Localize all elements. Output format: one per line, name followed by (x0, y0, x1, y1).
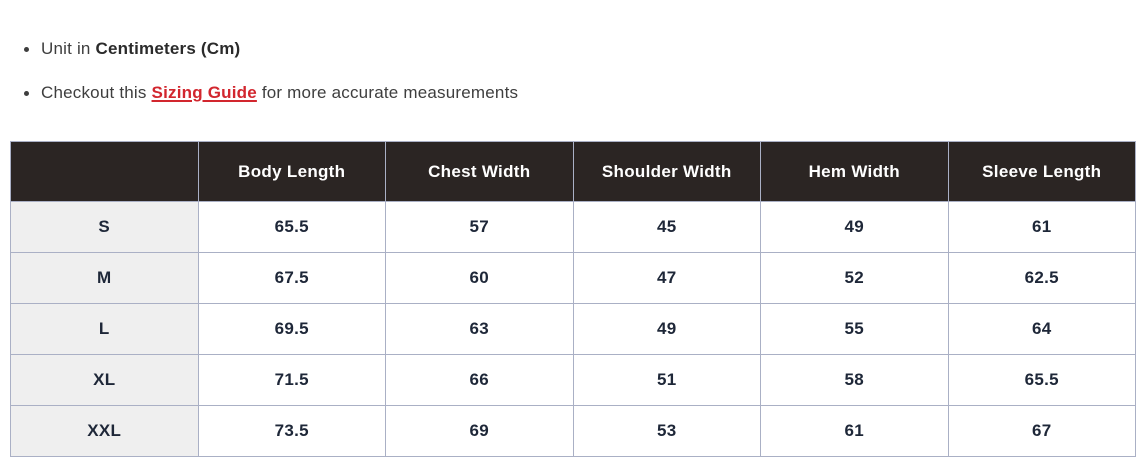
guide-note-suffix: for more accurate measurements (256, 83, 519, 102)
measurement-cell: 58 (760, 354, 949, 406)
bullet-icon (24, 47, 29, 52)
size-label-cell: S (10, 201, 199, 253)
measurement-cell: 65.5 (197, 201, 386, 253)
measurement-cell: 52 (760, 252, 949, 304)
size-label-cell: L (10, 303, 199, 355)
size-chart-header-row: Body Length Chest Width Shoulder Width H… (10, 141, 1136, 202)
measurement-cell: 51 (572, 354, 761, 406)
measurement-cell: 67 (947, 405, 1136, 457)
size-label-cell: XL (10, 354, 199, 406)
table-row: XXL 73.5 69 53 61 67 (10, 405, 1136, 457)
measurement-cell: 55 (760, 303, 949, 355)
sleeve-length-header: Sleeve Length (947, 141, 1136, 202)
table-row: L 69.5 63 49 55 64 (10, 303, 1136, 355)
size-column-header (10, 141, 199, 202)
table-row: M 67.5 60 47 52 62.5 (10, 252, 1136, 304)
measurement-cell: 64 (947, 303, 1136, 355)
measurement-cell: 63 (385, 303, 574, 355)
measurement-cell: 66 (385, 354, 574, 406)
measurement-cell: 45 (572, 201, 761, 253)
chest-width-header: Chest Width (385, 141, 574, 202)
hem-width-header: Hem Width (760, 141, 949, 202)
measurement-cell: 49 (572, 303, 761, 355)
measurement-cell: 73.5 (197, 405, 386, 457)
unit-note-prefix: Unit in (41, 39, 96, 58)
measurement-cell: 69 (385, 405, 574, 457)
bullet-icon (24, 91, 29, 96)
size-label-cell: M (10, 252, 199, 304)
measurement-cell: 65.5 (947, 354, 1136, 406)
measurement-cell: 53 (572, 405, 761, 457)
shoulder-width-header: Shoulder Width (572, 141, 761, 202)
measurement-cell: 67.5 (197, 252, 386, 304)
size-chart-body: S 65.5 57 45 49 61 M 67.5 60 47 52 62.5 L 69.5 63 49 55 6… (10, 201, 1136, 457)
notes-list: Unit in Centimeters (Cm) Checkout this S… (0, 0, 1145, 103)
table-row: S 65.5 57 45 49 61 (10, 201, 1136, 253)
measurement-cell: 61 (947, 201, 1136, 253)
measurement-cell: 47 (572, 252, 761, 304)
table-row: XL 71.5 66 51 58 65.5 (10, 354, 1136, 406)
unit-note: Unit in Centimeters (Cm) (23, 39, 1145, 59)
measurement-cell: 60 (385, 252, 574, 304)
sizing-guide-note: Checkout this Sizing Guide for more accu… (23, 83, 1145, 103)
size-chart-table: Body Length Chest Width Shoulder Width H… (10, 141, 1136, 457)
measurement-cell: 71.5 (197, 354, 386, 406)
size-label-cell: XXL (10, 405, 199, 457)
measurement-cell: 62.5 (947, 252, 1136, 304)
measurement-cell: 57 (385, 201, 574, 253)
measurement-cell: 49 (760, 201, 949, 253)
sizing-guide-link[interactable]: Sizing Guide (151, 83, 257, 102)
guide-note-prefix: Checkout this (41, 83, 152, 102)
measurement-cell: 61 (760, 405, 949, 457)
body-length-header: Body Length (197, 141, 386, 202)
unit-note-bold: Centimeters (Cm) (95, 39, 241, 58)
measurement-cell: 69.5 (197, 303, 386, 355)
